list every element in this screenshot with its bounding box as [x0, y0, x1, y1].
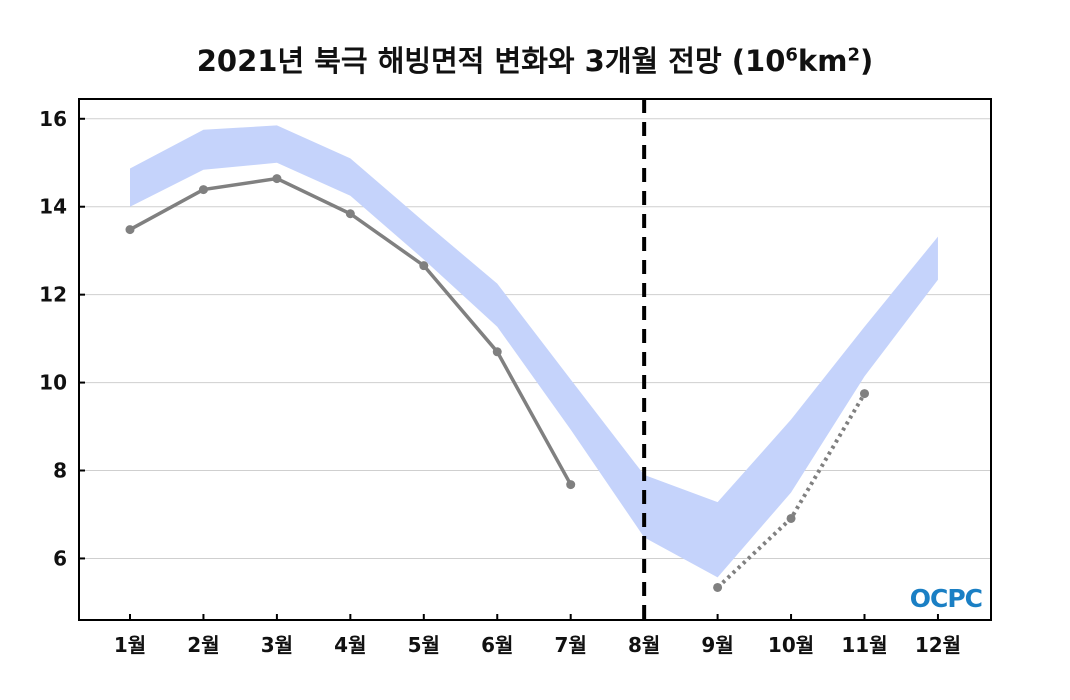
title-unit-exp: 6 [785, 44, 798, 66]
data-point [492, 347, 502, 357]
data-point [419, 261, 429, 271]
title-text: 2021년 북극 해빙면적 변화와 3개월 전망 [196, 44, 722, 78]
y-tick-label: 16 [39, 107, 67, 131]
data-point [272, 174, 282, 184]
x-tick-label: 9월 [701, 633, 733, 657]
x-tick-label: 6월 [481, 633, 513, 657]
title-unit-exp2: 2 [847, 44, 860, 66]
forecast-range-band [130, 125, 938, 578]
y-tick-label: 6 [53, 546, 67, 570]
data-point [786, 513, 796, 523]
ocpc-logo: OCPC [910, 584, 982, 613]
x-tick-label: 11월 [841, 633, 887, 657]
data-point [198, 185, 208, 195]
data-point [713, 582, 723, 592]
y-tick-label: 8 [53, 459, 67, 483]
data-point [345, 209, 355, 219]
x-tick-label: 10월 [768, 633, 814, 657]
x-tick-label: 2월 [187, 633, 219, 657]
x-tick-label: 12월 [915, 633, 961, 657]
y-tick-label: 14 [39, 195, 67, 219]
x-tick-label: 7월 [555, 633, 587, 657]
x-tick-label: 4월 [334, 633, 366, 657]
x-tick-label: 1월 [114, 633, 146, 657]
data-point [860, 389, 869, 399]
x-tick-label: 5월 [408, 633, 440, 657]
title-unit-km: km [797, 44, 848, 78]
plot-frame [78, 98, 992, 621]
y-tick-label: 10 [39, 371, 67, 395]
chart-title: 2021년 북극 해빙면적 변화와 3개월 전망 (106km2) [0, 38, 1070, 80]
data-point [125, 225, 135, 235]
y-tick-label: 12 [39, 283, 67, 307]
title-unit-end: ) [859, 44, 874, 78]
x-tick-label: 8월 [628, 633, 660, 657]
data-point [566, 480, 576, 490]
x-tick-label: 3월 [261, 633, 293, 657]
title-unit: (10 [731, 44, 786, 78]
